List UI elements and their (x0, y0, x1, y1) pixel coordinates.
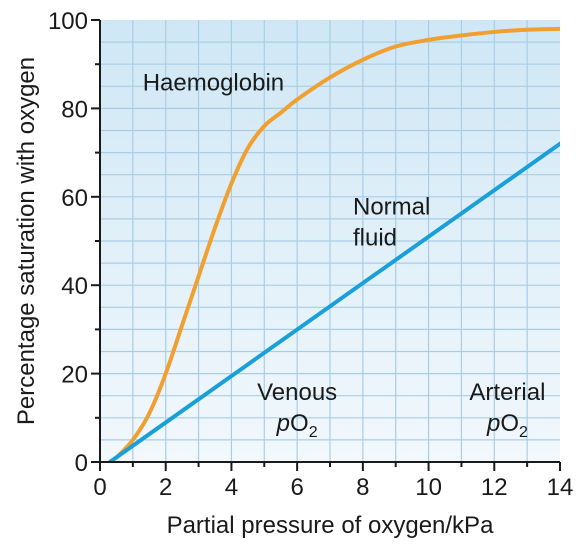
x-tick-label: 12 (481, 474, 508, 501)
grid (100, 20, 560, 462)
annotations: Haemoglobin Normal fluid Venous pO2 Arterial p… (143, 70, 546, 441)
annotation-po2: pO2 (486, 410, 528, 441)
x-tick-label: 8 (356, 474, 369, 501)
y-tick-label: 40 (61, 273, 88, 300)
y-tick-label: 100 (48, 8, 88, 35)
annotation-text: fluid (353, 224, 397, 251)
annotation-text: Arterial (469, 379, 545, 406)
y-tick-label: 80 (61, 96, 88, 123)
x-tick-label: 0 (93, 474, 106, 501)
tick-labels: 0 2 4 6 8 10 12 14 0 20 40 60 80 100 (48, 8, 573, 501)
x-tick-label: 6 (290, 474, 303, 501)
annotation-arterial: Arterial pO2 (469, 379, 545, 441)
y-tick-label: 60 (61, 185, 88, 212)
y-tick-label: 20 (61, 362, 88, 389)
x-tick-label: 4 (225, 474, 238, 501)
series-layer (107, 26, 560, 462)
annotation-text: Haemoglobin (143, 70, 284, 97)
y-tick-label: 0 (75, 450, 88, 477)
annotation-text: Venous (257, 379, 337, 406)
y-axis-title: Percentage saturation with oxygen (13, 57, 40, 425)
annotation-venous: Venous pO2 (257, 379, 337, 441)
axes (91, 19, 561, 471)
x-tick-label: 10 (415, 474, 442, 501)
series-line-normal-fluid (107, 141, 560, 462)
annotation-po2: pO2 (276, 410, 318, 441)
x-tick-label: 2 (159, 474, 172, 501)
annotation-haemoglobin: Haemoglobin (143, 70, 284, 97)
x-tick-label: 14 (547, 474, 574, 501)
annotation-text: Normal (353, 193, 430, 220)
x-axis-title: Partial pressure of oxygen/kPa (167, 512, 494, 539)
annotation-normal_fluid: Normal fluid (353, 193, 430, 251)
series-line-haemoglobin (114, 26, 560, 460)
